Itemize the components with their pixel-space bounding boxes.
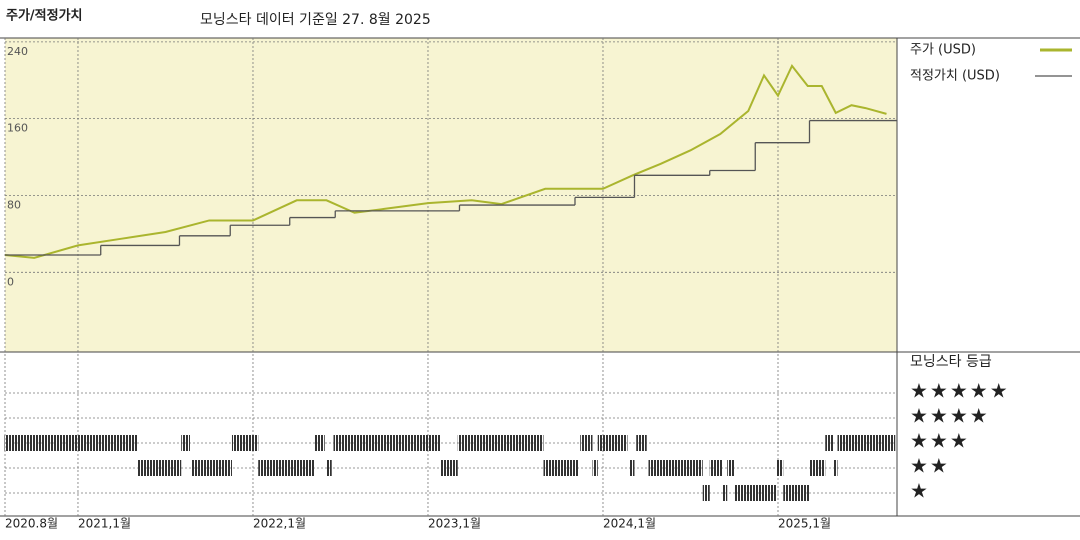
rating-bar (648, 460, 703, 476)
rating-bar (326, 460, 332, 476)
rating-bar (833, 460, 838, 476)
rating-label: ★ (910, 479, 930, 503)
rating-bar (543, 460, 579, 476)
rating-bar (837, 435, 896, 451)
rating-bar (727, 460, 735, 476)
y-tick-label: 0 (7, 275, 14, 288)
rating-bar (137, 460, 182, 476)
y-tick-label: 160 (7, 122, 28, 135)
rating-bar (629, 460, 635, 476)
rating-label: ★★★★ (910, 404, 990, 428)
rating-bar (580, 435, 593, 451)
x-tick-label: 2021,1월 (78, 517, 131, 531)
x-tick-label: 2023,1월 (428, 517, 481, 531)
rating-bar (809, 460, 826, 476)
plot-background (5, 38, 897, 352)
rating-bar (4, 435, 138, 451)
rating-bar (734, 485, 777, 501)
chart-subtitle: 모닝스타 데이터 기준일 27. 8월 2025 (200, 12, 431, 28)
x-tick-label: 2025,1월 (778, 517, 831, 531)
legend-label: 주가 (USD) (910, 43, 976, 58)
price-line (4, 63, 887, 259)
rating-bar (825, 435, 834, 451)
rating-label: ★★ (910, 454, 950, 478)
rating-bar (191, 460, 232, 476)
y-tick-label: 240 (7, 45, 28, 58)
rating-bar (258, 460, 315, 476)
rating-bar (181, 435, 190, 451)
rating-title: 모닝스타 등급 (910, 354, 992, 370)
x-tick-label: 2022,1월 (253, 517, 306, 531)
chart-title: 주가/적정가치 (6, 8, 83, 24)
legend-label: 적정가치 (USD) (910, 69, 1000, 84)
rating-label: ★★★ (910, 429, 970, 453)
rating-bar (702, 485, 710, 501)
rating-bar (721, 485, 728, 501)
rating-bar (333, 435, 441, 451)
rating-label: ★★★★★ (910, 379, 1010, 403)
rating-bar (709, 460, 722, 476)
y-tick-label: 80 (7, 198, 21, 211)
rating-bar (592, 460, 598, 476)
rating-bar (597, 435, 628, 451)
rating-bar (636, 435, 647, 451)
x-tick-label: 2020.8월 (5, 517, 58, 531)
rating-bar (440, 460, 458, 476)
rating-bar (776, 460, 784, 476)
rating-bar (457, 435, 544, 451)
x-tick-label: 2024,1월 (603, 517, 656, 531)
rating-bar (783, 485, 810, 501)
rating-bar (231, 435, 259, 451)
rating-bar (314, 435, 325, 451)
